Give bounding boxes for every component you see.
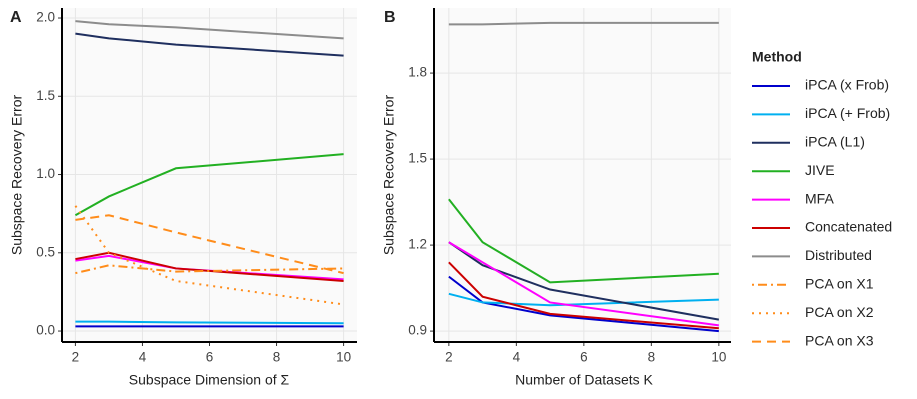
data-line [75, 214, 344, 275]
panel-label: B [384, 9, 396, 26]
y-tick-label: 1.2 [408, 237, 427, 252]
legend-title: Method [752, 49, 802, 65]
x-tick-label: 4 [513, 350, 521, 365]
x-tick-label: 10 [711, 350, 726, 365]
y-tick-label: 2.0 [36, 10, 55, 25]
data-line [448, 292, 719, 307]
x-axis-title: Subspace Dimension of Σ [129, 372, 290, 388]
x-tick-label: 10 [336, 350, 351, 365]
x-tick-label: 8 [648, 350, 656, 365]
legend-label: Distributed [805, 247, 872, 263]
data-line [74, 205, 344, 306]
y-axis-title: Subspace Recovery Error [9, 95, 25, 256]
y-tick-label: 1.0 [36, 166, 55, 181]
data-line [448, 241, 720, 321]
y-tick-label: 0.0 [36, 323, 55, 338]
data-line [75, 251, 344, 282]
data-line [75, 32, 344, 57]
data-line [448, 261, 719, 330]
legend-label: PCA on X1 [805, 276, 874, 292]
x-tick-label: 8 [273, 350, 281, 365]
data-line [448, 198, 719, 284]
legend-label: Concatenated [805, 219, 892, 235]
y-tick-label: 0.5 [36, 244, 55, 259]
data-line [448, 21, 719, 26]
legend-label: iPCA (x Frob) [805, 77, 889, 93]
y-tick-label: 1.5 [36, 88, 55, 103]
y-axis-title: Subspace Recovery Error [381, 95, 397, 256]
x-tick-label: 4 [139, 350, 147, 365]
data-line [448, 241, 719, 327]
data-line [75, 20, 344, 40]
x-tick-label: 6 [206, 350, 214, 365]
x-tick-label: 2 [445, 350, 453, 365]
legend-label: JIVE [805, 162, 835, 178]
data-line [75, 320, 344, 325]
legend-label: MFA [805, 190, 834, 206]
y-tick-label: 1.5 [408, 151, 427, 166]
data-line [75, 264, 344, 275]
x-tick-label: 2 [72, 350, 80, 365]
legend-label: PCA on X3 [805, 332, 874, 348]
data-line [448, 275, 719, 333]
y-tick-label: 0.9 [408, 323, 427, 338]
data-line [74, 153, 344, 217]
x-tick-label: 6 [580, 350, 588, 365]
y-tick-label: 1.8 [408, 65, 427, 80]
legend-label: iPCA (+ Frob) [805, 105, 890, 121]
plot-background [434, 8, 731, 342]
x-axis-title: Number of Datasets K [515, 372, 653, 388]
legend-label: iPCA (L1) [805, 134, 865, 150]
panel-label: A [10, 9, 22, 26]
legend-label: PCA on X2 [805, 304, 874, 320]
